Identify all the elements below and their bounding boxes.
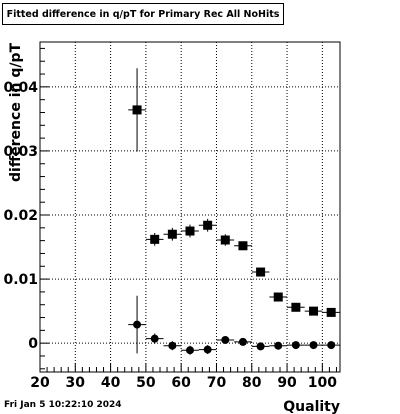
x-tick-label: 80 <box>242 375 262 391</box>
y-tick-label: 0.01 <box>3 272 38 288</box>
axis-ticks <box>39 47 337 372</box>
y-axis-title: difference in q/pT <box>8 43 24 182</box>
circle-marker <box>274 341 283 350</box>
x-axis-title: Quality <box>283 399 340 414</box>
square-marker <box>167 229 177 239</box>
square-marker <box>238 241 248 251</box>
x-tick-label: 30 <box>66 375 86 391</box>
grid-lines <box>40 42 340 372</box>
circle-marker <box>150 334 159 343</box>
circle-marker <box>133 320 142 329</box>
x-tick-label: 90 <box>277 375 297 391</box>
x-tick-label: 20 <box>30 375 50 391</box>
x-tick-label: 70 <box>207 375 227 391</box>
data-points <box>128 68 340 355</box>
series-square <box>128 68 340 317</box>
circle-marker <box>327 341 336 350</box>
square-marker <box>203 220 213 230</box>
y-tick-label: 0 <box>28 336 38 352</box>
y-tick-label: 0.04 <box>3 80 38 96</box>
circle-marker <box>256 342 265 351</box>
y-tick-label: 0.02 <box>3 208 38 224</box>
plot-frame <box>39 41 341 373</box>
square-marker <box>185 226 195 236</box>
circle-marker <box>309 341 318 350</box>
square-marker <box>150 234 160 244</box>
square-marker <box>273 292 283 302</box>
x-tick-label: 60 <box>171 375 191 391</box>
circle-marker <box>238 337 247 346</box>
timestamp-footer: Fri Jan 5 10:22:10 2024 <box>4 400 122 410</box>
x-tick-labels: 20 30 40 50 60 70 80 90 100 <box>30 375 337 391</box>
square-marker <box>256 267 266 277</box>
square-marker <box>220 235 230 245</box>
circle-marker <box>168 341 177 350</box>
circle-marker <box>221 335 230 344</box>
circle-marker <box>291 341 300 350</box>
x-tick-label: 40 <box>101 375 121 391</box>
square-marker <box>326 307 336 317</box>
square-marker <box>309 306 319 316</box>
chart-title: Fitted difference in q/pT for Primary Re… <box>2 3 284 25</box>
y-tick-labels: 0 0.01 0.02 0.03 0.04 <box>3 80 38 352</box>
x-tick-label: 100 <box>308 375 337 391</box>
circle-marker <box>203 345 212 354</box>
series-circle <box>128 295 340 355</box>
circle-marker <box>186 346 194 355</box>
square-marker <box>132 105 142 115</box>
square-marker <box>291 302 301 312</box>
y-tick-label: 0.03 <box>3 144 38 160</box>
x-tick-label: 50 <box>136 375 156 391</box>
